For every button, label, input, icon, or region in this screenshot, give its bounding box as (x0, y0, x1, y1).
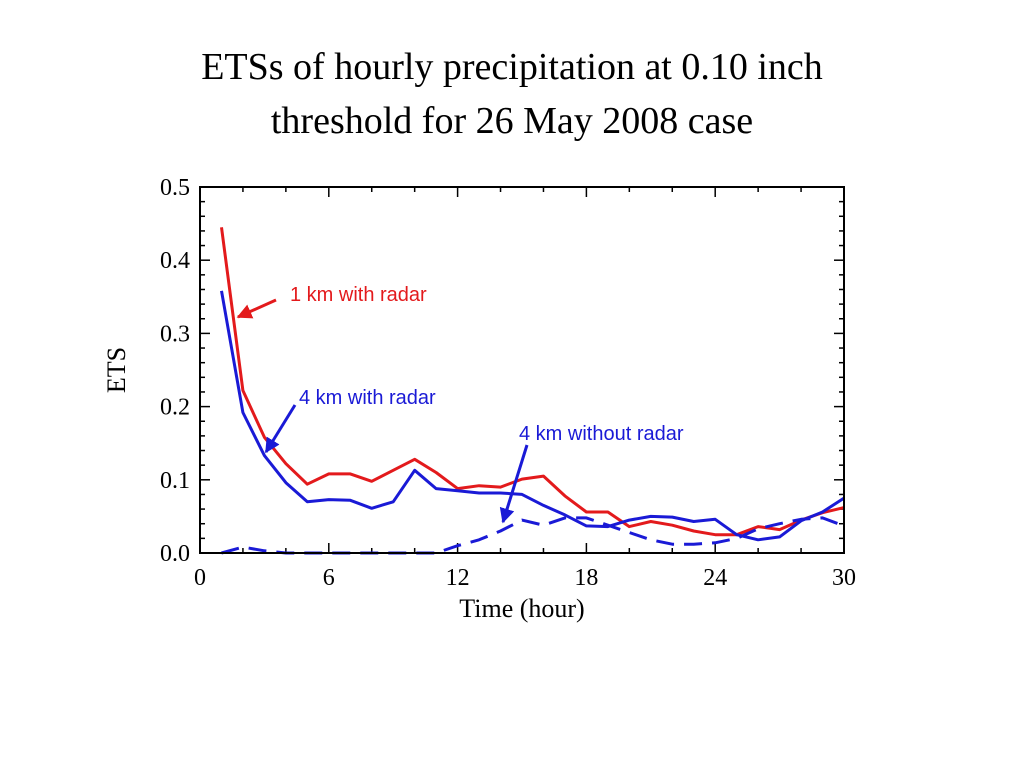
y-tick-label: 0.2 (160, 395, 190, 421)
plot-frame (199, 186, 845, 554)
y-axis-title: ETS (102, 347, 131, 393)
series-lines (220, 227, 845, 555)
chart-title-line2: threshold for 26 May 2008 case (270, 100, 754, 142)
y-tick-label: 0.5 (160, 175, 190, 201)
x-tick-label: 30 (832, 565, 856, 591)
annotation-4km-without-radar: 4 km without radar (519, 423, 684, 445)
series-line-4-km-without-radar (221, 516, 845, 555)
y-tick-label: 0.1 (160, 468, 190, 494)
annotation-1km-with-radar: 1 km with radar (290, 284, 427, 306)
series-line-4-km-with-radar (220, 290, 845, 542)
x-tick-label: 0 (194, 565, 206, 591)
x-tick-label: 24 (703, 565, 727, 591)
x-tick-label: 18 (574, 565, 598, 591)
axes: 0 6 12 18 24 30 0.0 0.1 0.2 0.3 0.4 0.5 (160, 175, 856, 591)
series-line-1-km-with-radar (220, 227, 845, 537)
annotation-4km-without-arrow (499, 444, 529, 524)
y-tick-label: 0.4 (160, 248, 190, 274)
chart-title-line1: ETSs of hourly precipitation at 0.10 inc… (201, 46, 823, 88)
x-axis-title: Time (hour) (459, 594, 584, 623)
chart-title: ETSs of hourly precipitation at 0.10 inc… (0, 40, 1024, 148)
annotation-1km-arrow (236, 298, 277, 319)
y-tick-label: 0.3 (160, 321, 190, 347)
x-tick-label: 6 (323, 565, 335, 591)
annotation-4km-with-radar: 4 km with radar (299, 387, 436, 409)
annotation-4km-arrow (264, 404, 297, 454)
x-tick-label: 12 (446, 565, 470, 591)
y-tick-label: 0.0 (160, 541, 190, 567)
